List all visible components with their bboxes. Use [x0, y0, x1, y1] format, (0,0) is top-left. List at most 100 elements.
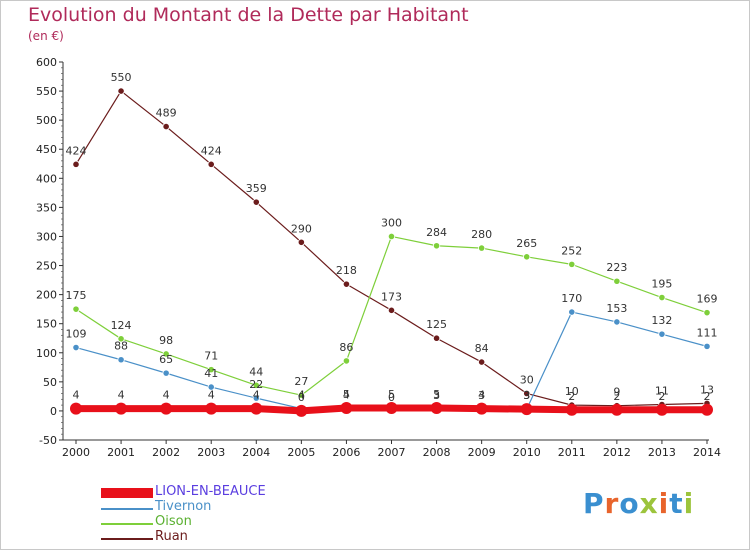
y-tick-label: 350: [36, 201, 57, 214]
data-point-ruan: [432, 334, 441, 342]
data-point-lion-en-beauce: [430, 402, 443, 415]
data-point-ruan: [342, 280, 351, 288]
data-label-lion-en-beauce: 5: [388, 388, 395, 401]
y-tick-label: 0: [50, 405, 57, 418]
data-point-lion-en-beauce: [565, 403, 578, 416]
data-point-oison: [432, 242, 441, 250]
data-label-lion-en-beauce: 2: [658, 390, 665, 403]
legend-swatch-oison: [101, 523, 153, 525]
logo-letter: i: [683, 487, 695, 520]
data-point-lion-en-beauce: [385, 402, 398, 415]
data-point-ruan: [207, 160, 215, 168]
data-point-lion-en-beauce: [250, 402, 263, 415]
data-label-tivernon: 4: [298, 389, 305, 402]
data-point-lion-en-beauce: [475, 402, 488, 415]
data-label-lion-en-beauce: 4: [208, 389, 215, 402]
data-point-oison: [207, 366, 215, 374]
legend-label-ruan: Ruan: [155, 529, 188, 544]
data-point-oison: [568, 260, 576, 268]
data-point-oison: [387, 232, 396, 241]
data-point-tivernon: [72, 343, 80, 352]
data-label-lion-en-beauce: 2: [613, 390, 620, 403]
data-label-lion-en-beauce: 4: [253, 389, 260, 402]
data-label-tivernon: 0: [388, 391, 395, 404]
data-label-lion-en-beauce: 2: [568, 390, 575, 403]
data-point-tivernon: [162, 369, 170, 377]
x-tick-label: 2005: [287, 446, 315, 459]
data-point-tivernon: [658, 330, 666, 338]
data-label-ruan: 9: [613, 386, 620, 399]
data-label-oison: 71: [204, 350, 218, 363]
data-label-tivernon: 3: [433, 389, 440, 402]
data-point-ruan: [162, 122, 170, 131]
data-label-ruan: 489: [156, 107, 177, 120]
data-label-ruan: 13: [700, 383, 714, 396]
x-tick-label: 2010: [513, 446, 541, 459]
y-tick-label: 150: [36, 318, 57, 331]
chart-unit-label: (en €): [28, 29, 64, 43]
data-point-tivernon: [207, 383, 215, 391]
y-tick-label: 600: [36, 56, 57, 69]
data-point-oison: [703, 309, 711, 317]
data-label-tivernon: 153: [606, 302, 627, 315]
data-label-tivernon: 88: [114, 340, 128, 353]
line-chart: -500501001502002503003504004505005506002…: [36, 56, 721, 459]
x-tick-label: 2012: [603, 446, 631, 459]
data-point-tivernon: [117, 356, 125, 364]
proxiti-logo[interactable]: Proxiti: [583, 487, 694, 520]
data-label-oison: 195: [651, 278, 672, 291]
data-label-tivernon: 111: [697, 326, 718, 339]
data-label-oison: 265: [516, 237, 537, 250]
data-label-lion-en-beauce: 3: [523, 389, 530, 402]
logo-letter: P: [583, 487, 605, 520]
data-point-oison: [72, 305, 80, 313]
data-label-oison: 223: [606, 261, 627, 274]
data-label-lion-en-beauce: 4: [73, 389, 80, 402]
data-label-ruan: 173: [381, 290, 402, 303]
data-point-lion-en-beauce: [655, 403, 668, 416]
data-label-ruan: 125: [426, 318, 447, 331]
x-tick-label: 2007: [378, 446, 406, 459]
data-label-lion-en-beauce: 4: [118, 389, 125, 402]
data-point-tivernon: [703, 342, 711, 350]
data-label-tivernon: 3: [523, 389, 530, 402]
data-label-ruan: 359: [246, 182, 267, 195]
data-label-oison: 252: [561, 244, 582, 257]
x-tick-label: 2003: [197, 446, 225, 459]
data-label-lion-en-beauce: 4: [163, 389, 170, 402]
data-label-ruan: 290: [291, 222, 312, 235]
data-point-lion-en-beauce: [610, 403, 623, 416]
data-point-ruan: [478, 358, 486, 366]
x-tick-label: 2001: [107, 446, 135, 459]
logo-letter: t: [669, 487, 684, 520]
data-point-ruan: [117, 87, 125, 95]
data-label-oison: 175: [66, 289, 87, 302]
chart-title: Evolution du Montant de la Dette par Hab…: [28, 4, 469, 26]
data-point-oison: [162, 350, 170, 358]
y-tick-label: 250: [36, 260, 57, 273]
x-tick-label: 2009: [468, 446, 496, 459]
data-point-ruan: [387, 306, 396, 314]
data-point-tivernon: [252, 394, 260, 402]
y-tick-label: -50: [39, 434, 57, 447]
data-label-ruan: 424: [201, 144, 222, 157]
y-tick-label: 450: [36, 143, 57, 156]
data-label-oison: 169: [697, 293, 718, 306]
x-tick-label: 2011: [558, 446, 586, 459]
data-point-oison: [478, 244, 486, 252]
data-point-lion-en-beauce: [295, 404, 308, 417]
logo-letter: x: [639, 487, 659, 520]
x-tick-label: 2002: [152, 446, 180, 459]
data-label-oison: 280: [471, 228, 492, 241]
data-label-lion-en-beauce: 0: [298, 391, 305, 404]
legend-label-oison: Oison: [155, 514, 192, 529]
data-label-tivernon: 22: [249, 378, 263, 391]
data-label-oison: 284: [426, 226, 447, 239]
data-point-oison: [658, 293, 666, 302]
data-point-lion-en-beauce: [340, 402, 353, 415]
data-point-ruan: [72, 160, 80, 168]
data-label-tivernon: 4: [343, 389, 350, 402]
y-tick-label: 400: [36, 172, 57, 185]
data-label-oison: 44: [249, 365, 263, 378]
